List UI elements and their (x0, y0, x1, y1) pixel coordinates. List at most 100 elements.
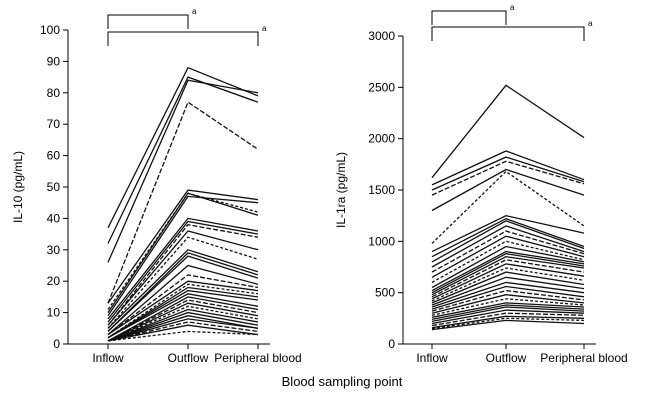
patient-line (431, 84, 585, 179)
patient-line (431, 298, 585, 316)
patient-line (431, 276, 585, 306)
x-tick-label: Outflow (486, 351, 527, 365)
patient-line (431, 315, 585, 329)
y-tick-label: 80 (47, 86, 61, 100)
patient-line (431, 302, 585, 318)
x-tick-label: Peripheral blood (214, 351, 301, 365)
il1ra-panel: 0 500 1000 1500 2000 2500 3000 Inflow Outflow Per… (334, 3, 628, 365)
patient-line (431, 235, 585, 278)
patient-line (431, 170, 585, 244)
y-tick-label: 500 (375, 286, 395, 300)
patient-line (107, 264, 259, 336)
patient-line (431, 294, 585, 314)
patient-line (107, 79, 259, 263)
patient-line (107, 192, 259, 313)
patient-line (107, 223, 259, 326)
significance-bracket (431, 26, 585, 41)
patient-line (107, 299, 259, 342)
patient-line (431, 220, 585, 263)
significance-bracket (107, 14, 189, 29)
patient-line (107, 311, 259, 342)
y-tick-label: 60 (47, 149, 61, 163)
il10-panel: 0 10 20 30 40 50 60 70 80 90 100 Inflow Outflow Perip… (11, 7, 302, 365)
patient-line (107, 252, 259, 332)
x-tick-label: Inflow (92, 351, 124, 365)
y-tick-label: 0 (53, 337, 60, 351)
patient-line (431, 150, 585, 186)
patient-line (107, 330, 259, 342)
patient-line (431, 271, 585, 304)
patient-line (107, 249, 259, 329)
patient-line (431, 215, 585, 253)
patient-line (107, 289, 259, 339)
shared-x-axis-title: Blood sampling point (282, 374, 403, 389)
x-tick-label: Inflow (416, 351, 448, 365)
y-tick-label: 50 (47, 180, 61, 194)
significance-mark: a (192, 7, 197, 16)
patient-line (431, 306, 585, 323)
patient-line (431, 263, 585, 300)
y-tick-label: 0 (388, 337, 395, 351)
patient-line (107, 305, 259, 342)
patient-line (107, 321, 259, 342)
y-tick-label: 3000 (368, 29, 395, 43)
y-axis-title: IL-1ra (pg/mL) (334, 152, 348, 228)
y-tick-label: 10 (47, 306, 61, 320)
patient-line (107, 318, 259, 342)
y-axis-title: IL-10 (pg/mL) (11, 151, 25, 223)
patient-line (107, 66, 259, 229)
patient-line (107, 195, 259, 317)
patient-line (107, 255, 259, 332)
patient-line (431, 317, 585, 330)
patient-line (431, 230, 585, 273)
patient-line (107, 230, 259, 326)
patient-line (431, 289, 585, 312)
patient-line (107, 302, 259, 342)
patient-line (107, 280, 259, 336)
patient-line (431, 160, 585, 196)
patient-line (431, 156, 585, 191)
patient-line (431, 281, 585, 308)
patient-line (107, 286, 259, 339)
patient-line (107, 315, 259, 342)
y-tick-label: 20 (47, 274, 61, 288)
patient-line (107, 293, 259, 339)
y-tick-label: 40 (47, 211, 61, 225)
patient-line (431, 259, 585, 298)
y-tick-label: 90 (47, 54, 61, 68)
patient-line (431, 245, 585, 289)
significance-mark: a (262, 24, 267, 33)
patient-line (431, 312, 585, 327)
patient-line (107, 308, 259, 342)
patient-line (107, 274, 259, 336)
patient-line (431, 217, 585, 258)
y-tick-label: 30 (47, 243, 61, 257)
y-tick-label: 1500 (368, 183, 395, 197)
patient-line (431, 256, 585, 296)
patient-line (107, 101, 259, 304)
patient-line (107, 236, 259, 329)
significance-mark: a (510, 3, 515, 12)
patient-line (107, 76, 259, 244)
y-tick-label: 70 (47, 117, 61, 131)
patient-line (431, 304, 585, 321)
patient-line (431, 267, 585, 302)
x-tick-label: Peripheral blood (540, 351, 627, 365)
significance-mark: a (588, 19, 593, 28)
patient-line (431, 250, 585, 292)
patient-line (431, 319, 585, 331)
patient-line (431, 285, 585, 310)
patient-line (107, 296, 259, 342)
patient-line (431, 309, 585, 325)
patient-line (107, 324, 259, 342)
x-tick-label: Outflow (168, 351, 209, 365)
y-tick-label: 2500 (368, 80, 395, 94)
y-tick-label: 2000 (368, 132, 395, 146)
patient-line (431, 225, 585, 268)
patient-line (431, 168, 585, 212)
patient-line (107, 189, 259, 304)
significance-bracket (431, 10, 507, 25)
patient-line (107, 220, 259, 323)
patient-line (107, 217, 259, 320)
